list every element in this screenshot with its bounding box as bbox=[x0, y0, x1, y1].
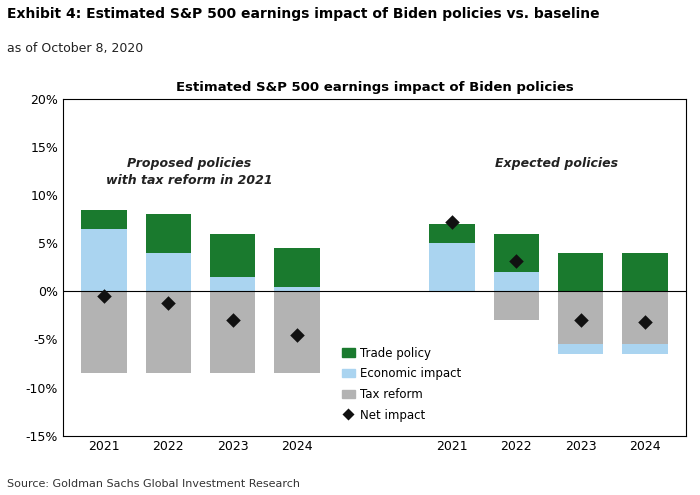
Point bbox=[575, 316, 587, 324]
Point bbox=[227, 316, 238, 324]
Legend: Trade policy, Economic impact, Tax reform, Net impact: Trade policy, Economic impact, Tax refor… bbox=[337, 342, 466, 426]
Bar bbox=[274, 287, 320, 292]
Bar bbox=[494, 272, 539, 292]
Text: Source: Goldman Sachs Global Investment Research: Source: Goldman Sachs Global Investment … bbox=[7, 479, 300, 489]
Bar bbox=[210, 292, 256, 373]
Point bbox=[162, 299, 174, 307]
Bar bbox=[558, 253, 603, 292]
Bar bbox=[81, 292, 127, 373]
Bar bbox=[146, 253, 191, 292]
Bar bbox=[146, 214, 191, 253]
Bar bbox=[494, 292, 539, 320]
Text: as of October 8, 2020: as of October 8, 2020 bbox=[7, 42, 143, 55]
Point bbox=[291, 331, 302, 339]
Text: Exhibit 4: Estimated S&P 500 earnings impact of Biden policies vs. baseline: Exhibit 4: Estimated S&P 500 earnings im… bbox=[7, 7, 600, 21]
Bar bbox=[429, 224, 475, 243]
Bar bbox=[146, 292, 191, 373]
Point bbox=[640, 318, 651, 326]
Bar bbox=[429, 243, 475, 292]
Bar bbox=[558, 344, 603, 354]
Bar bbox=[210, 234, 256, 277]
Bar bbox=[210, 277, 256, 292]
Bar bbox=[622, 253, 668, 292]
Point bbox=[447, 218, 458, 226]
Title: Estimated S&P 500 earnings impact of Biden policies: Estimated S&P 500 earnings impact of Bid… bbox=[176, 81, 573, 94]
Text: Expected policies: Expected policies bbox=[495, 157, 617, 170]
Text: Proposed policies
with tax reform in 2021: Proposed policies with tax reform in 202… bbox=[106, 157, 272, 187]
Bar bbox=[622, 344, 668, 354]
Bar bbox=[622, 292, 668, 344]
Bar bbox=[494, 234, 539, 272]
Bar bbox=[274, 292, 320, 373]
Bar bbox=[558, 292, 603, 344]
Bar bbox=[81, 229, 127, 292]
Bar bbox=[274, 248, 320, 287]
Point bbox=[98, 292, 109, 300]
Point bbox=[511, 256, 522, 264]
Bar bbox=[81, 209, 127, 229]
